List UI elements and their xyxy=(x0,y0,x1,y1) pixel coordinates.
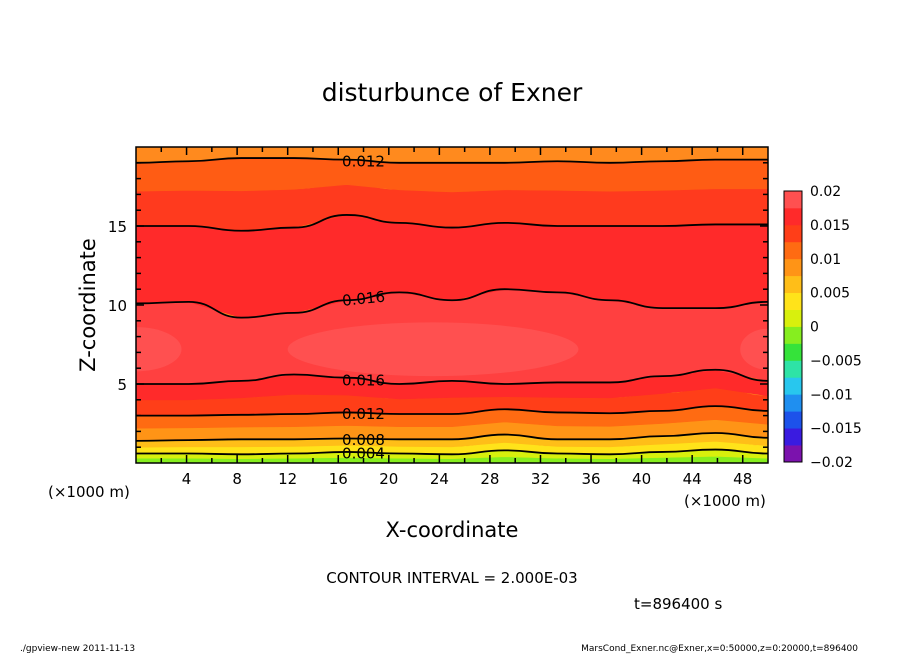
colorbar-segment xyxy=(784,191,802,209)
time-text: t=896400 s xyxy=(634,595,722,613)
max-region-1 xyxy=(287,322,579,377)
contour-line-2 xyxy=(136,405,768,417)
x-tick-label: 24 xyxy=(430,470,449,488)
contour-label: 0.016 xyxy=(341,288,386,310)
colorbar-segment xyxy=(784,309,802,327)
colorbar-label: −0.02 xyxy=(810,455,853,471)
x-tick-label: 20 xyxy=(379,470,398,488)
x-tick-labels: 4 8 12 16 20 24 28 32 36 40 44 48 xyxy=(182,470,752,488)
colorbar-segment xyxy=(784,258,802,277)
x-axis-unit: (×1000 m) xyxy=(684,492,766,510)
contour-label: 0.012 xyxy=(342,153,385,171)
x-tick-label: 44 xyxy=(683,470,702,488)
chart-title: disturbunce of Exner xyxy=(322,78,583,107)
y-tick-labels: 5 10 15 xyxy=(108,218,127,394)
colorbar-segment xyxy=(784,411,802,429)
filled-contour-field xyxy=(136,147,768,463)
colorbar-frame xyxy=(783,190,803,463)
footer-left: ./gpview-new 2011-11-13 xyxy=(20,644,135,654)
contour-line-3 xyxy=(136,368,768,385)
colorbar-label: 0.005 xyxy=(810,286,850,302)
x-tick-label: 36 xyxy=(581,470,600,488)
axis-ticks xyxy=(136,147,768,463)
colorbar: 0.02 0.015 0.01 0.005 0 −0.005 −0.01 −0.015 −0.0… xyxy=(783,184,862,471)
x-tick-label: 40 xyxy=(632,470,651,488)
x-axis-label: X-coordinate xyxy=(386,518,519,542)
colorbar-label: 0.015 xyxy=(810,218,850,234)
colorbar-segment xyxy=(784,326,802,344)
contour-line-4 xyxy=(136,288,768,319)
contour-interval-text: CONTOUR INTERVAL = 2.000E-03 xyxy=(326,569,577,587)
max-region-2 xyxy=(740,328,768,370)
contour-line-0 xyxy=(136,448,768,456)
colorbar-segment xyxy=(784,292,802,310)
contour-line-6 xyxy=(136,157,768,164)
x-tick-label: 28 xyxy=(480,470,499,488)
y-tick-label: 5 xyxy=(117,376,127,394)
colorbar-label: −0.005 xyxy=(810,353,862,369)
x-tick-label: 32 xyxy=(531,470,550,488)
x-tick-label: 12 xyxy=(278,470,297,488)
colorbar-label: 0.01 xyxy=(810,252,841,268)
footer-right: MarsCond_Exner.nc@Exner,x=0:50000,z=0:20… xyxy=(581,644,858,654)
x-tick-label: 48 xyxy=(733,470,752,488)
contour-label: 0.012 xyxy=(342,405,385,423)
y-tick-label: 10 xyxy=(108,297,127,315)
colorbar-segment xyxy=(784,241,802,260)
colorbar-segment xyxy=(784,445,802,463)
contour-label: 0.008 xyxy=(342,431,385,449)
contour-label: 0.016 xyxy=(342,372,385,390)
colorbar-segment xyxy=(784,343,802,361)
colorbar-segment xyxy=(784,224,802,243)
y-tick-label: 15 xyxy=(108,218,127,236)
colorbar-segment xyxy=(784,207,802,226)
contour-line-5 xyxy=(136,214,768,232)
colorbar-label: 0 xyxy=(810,320,819,336)
colorbar-label: −0.015 xyxy=(810,421,862,437)
colorbar-segment xyxy=(784,428,802,446)
x-tick-label: 8 xyxy=(232,470,242,488)
y-axis-label: Z-coordinate xyxy=(76,238,100,372)
contour-line-1 xyxy=(136,432,768,442)
x-tick-label: 4 xyxy=(182,470,192,488)
x-tick-label: 16 xyxy=(329,470,348,488)
y-axis-unit: (×1000 m) xyxy=(48,483,130,501)
colorbar-segment xyxy=(784,360,802,378)
colorbar-segment xyxy=(784,275,802,294)
colorbar-segment xyxy=(784,377,802,395)
max-region-0 xyxy=(136,327,182,372)
colorbar-label: −0.01 xyxy=(810,387,853,403)
colorbar-segment xyxy=(784,394,802,412)
colorbar-label: 0.02 xyxy=(810,184,841,200)
contour-label: 0.004 xyxy=(342,444,385,462)
contour-lines xyxy=(136,157,768,456)
